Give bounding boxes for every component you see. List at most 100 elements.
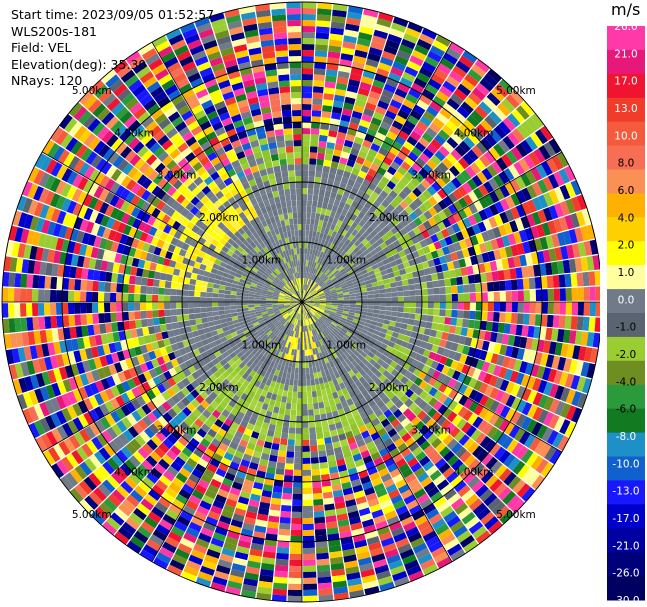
range-gate xyxy=(302,343,305,350)
range-gate xyxy=(515,204,526,218)
range-gate xyxy=(65,339,74,352)
range-gate xyxy=(576,272,584,287)
range-gate xyxy=(330,562,345,571)
range-gate xyxy=(410,177,421,187)
range-gate xyxy=(524,227,534,241)
range-gate xyxy=(334,88,346,97)
range-gate xyxy=(299,313,301,320)
range-gate xyxy=(277,456,286,464)
range-gate xyxy=(140,521,155,534)
range-gate xyxy=(294,306,299,312)
range-gate xyxy=(261,311,268,315)
range-gate xyxy=(182,257,190,265)
range-gate xyxy=(332,9,347,18)
range-gate xyxy=(463,398,474,410)
range-gate xyxy=(235,389,244,398)
range-gate xyxy=(317,2,333,10)
range-gate xyxy=(131,257,140,268)
range-gate xyxy=(320,316,327,321)
range-gate xyxy=(352,142,362,151)
range-gate xyxy=(478,382,489,394)
range-gate xyxy=(149,333,158,343)
range-gate xyxy=(310,255,315,262)
range-gate xyxy=(14,317,22,333)
range-gate xyxy=(148,226,158,237)
range-gate xyxy=(260,297,267,301)
range-gate xyxy=(345,211,353,219)
range-gate xyxy=(176,380,186,391)
range-gate xyxy=(158,458,170,470)
range-gate xyxy=(355,295,362,299)
range-gate xyxy=(497,139,511,153)
range-gate xyxy=(410,264,418,272)
range-gate xyxy=(531,182,543,197)
range-gate xyxy=(372,313,379,318)
range-gate xyxy=(14,363,24,379)
range-gate xyxy=(129,275,136,285)
range-gate xyxy=(302,164,309,171)
range-gate xyxy=(20,228,30,244)
range-gate xyxy=(493,291,500,302)
range-gate xyxy=(463,136,476,149)
range-gate xyxy=(275,313,282,317)
range-gate xyxy=(71,338,79,351)
range-gate xyxy=(427,407,438,418)
range-gate xyxy=(313,341,317,349)
range-gate xyxy=(570,375,581,390)
range-gate xyxy=(241,326,249,332)
range-gate xyxy=(292,343,296,350)
range-gate xyxy=(382,258,390,265)
range-gate xyxy=(306,212,311,219)
range-gate xyxy=(453,88,468,101)
range-gate xyxy=(362,214,370,223)
range-gate xyxy=(422,163,433,175)
range-gate xyxy=(343,275,350,280)
range-gate xyxy=(236,341,244,348)
range-gate xyxy=(524,434,536,449)
range-gate xyxy=(252,277,260,283)
range-gate xyxy=(412,406,423,417)
range-gate xyxy=(386,329,394,336)
range-gate xyxy=(190,549,206,560)
range-gate xyxy=(400,447,412,458)
range-gate xyxy=(399,548,415,560)
range-gate xyxy=(328,197,335,205)
range-gate xyxy=(154,501,168,514)
range-gate xyxy=(319,129,329,136)
range-gate xyxy=(417,248,425,257)
range-gate xyxy=(328,314,335,319)
range-gate xyxy=(56,303,63,315)
range-gate xyxy=(148,326,156,335)
range-gate xyxy=(170,343,179,352)
range-gate xyxy=(63,265,71,278)
range-gate xyxy=(572,345,581,360)
range-gate xyxy=(210,268,218,275)
range-gate xyxy=(267,521,279,529)
range-gate xyxy=(447,350,457,360)
range-gate xyxy=(242,453,252,462)
range-gate xyxy=(114,253,123,264)
range-gate xyxy=(374,172,384,181)
range-gate xyxy=(251,411,259,420)
range-gate xyxy=(242,522,255,531)
range-gate xyxy=(429,329,437,338)
range-gate xyxy=(348,260,356,267)
range-gate xyxy=(86,313,94,325)
range-gate xyxy=(142,415,153,427)
range-gate xyxy=(313,182,321,190)
range-gate xyxy=(251,319,259,324)
range-gate xyxy=(390,66,404,77)
range-gate xyxy=(311,323,316,330)
range-gate xyxy=(230,568,245,578)
range-gate xyxy=(430,233,439,243)
range-gate xyxy=(568,229,578,244)
range-gate xyxy=(328,285,335,290)
range-gate xyxy=(130,490,144,503)
range-gate xyxy=(398,510,411,521)
range-gate xyxy=(370,382,379,391)
range-gate xyxy=(173,246,182,255)
range-gate xyxy=(336,255,342,262)
range-gate xyxy=(293,349,297,356)
range-gate xyxy=(450,93,464,106)
range-gate xyxy=(206,311,214,317)
